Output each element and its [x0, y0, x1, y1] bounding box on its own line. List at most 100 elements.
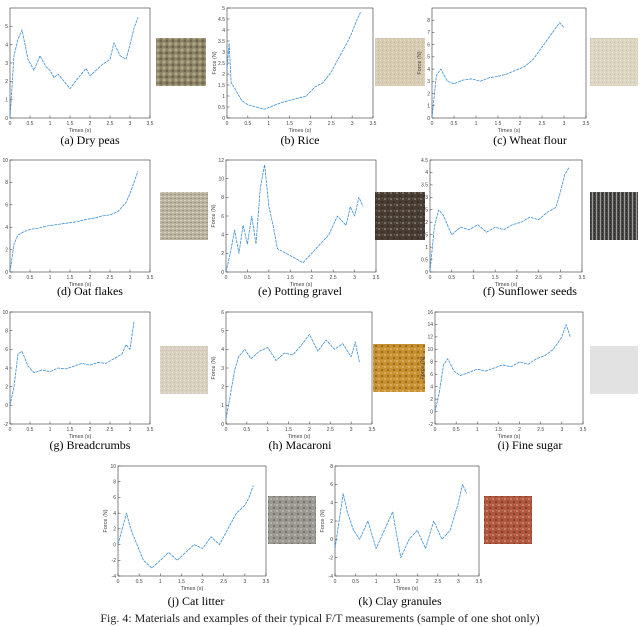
x-tick-label: 1.5 [67, 427, 74, 433]
force-series-line [431, 22, 565, 119]
y-tick-label: 14 [427, 322, 433, 328]
y-axis-label: Force (N) [211, 204, 217, 227]
subplot-0: 0 0.5 1 1.5 2 2.5 3 3.5 0 1 2 3 4 5 Times (s) Force (N) [0, 7, 206, 134]
y-tick-label: 3 [221, 366, 224, 372]
x-axis-label: Times (s) [69, 128, 92, 134]
y-tick-label: 1 [427, 104, 430, 110]
material-swatch-image [373, 344, 425, 392]
y-tick-label: 1 [221, 403, 224, 409]
x-tick-label: 1.5 [495, 427, 502, 433]
x-tick-label: 0 [334, 579, 337, 585]
y-tick-label: 3 [427, 79, 430, 85]
y-tick-label: 6 [427, 42, 430, 48]
x-tick-label: 1 [49, 275, 52, 281]
y-tick-label: 0 [427, 116, 430, 122]
x-tick-label: 2 [416, 579, 419, 585]
y-axis-label: Force (N) [320, 509, 326, 532]
x-tick-label: 1.5 [393, 579, 400, 585]
x-tick-label: 2.5 [220, 579, 227, 585]
y-tick-label: 0 [221, 422, 224, 428]
subplot-caption: (e) Potting gravel [258, 284, 342, 298]
y-axis-label: Force (N) [420, 356, 426, 379]
x-tick-label: 3.5 [476, 579, 483, 585]
y-tick-label: 3 [425, 195, 428, 201]
x-tick-label: 2 [89, 121, 92, 127]
material-swatch-image [590, 192, 638, 240]
y-tick-label: 4 [221, 347, 224, 353]
x-tick-label: 1.5 [285, 427, 292, 433]
x-tick-label: 2 [201, 579, 204, 585]
y-tick-label: 0 [330, 537, 333, 543]
x-tick-label: 3 [563, 121, 566, 127]
x-tick-label: 1 [266, 427, 269, 433]
y-tick-label: 4 [222, 28, 225, 34]
x-tick-label: 2.5 [107, 427, 114, 433]
x-axis-label: Times (s) [69, 282, 92, 288]
x-tick-label: 3.5 [147, 121, 154, 127]
force-series-line [9, 17, 139, 119]
y-tick-label: 2 [425, 220, 428, 226]
x-tick-label: 3.5 [579, 275, 586, 281]
x-tick-label: 2.5 [539, 121, 546, 127]
x-tick-label: 0 [9, 121, 12, 127]
y-tick-label: 10 [2, 310, 8, 316]
y-tick-label: 8 [5, 180, 8, 186]
plot-frame [9, 159, 151, 273]
material-swatch-image [156, 38, 206, 86]
y-tick-label: 6 [430, 372, 433, 378]
y-tick-label: 1.5 [218, 83, 225, 89]
y-tick-label: 2 [5, 384, 8, 390]
subplot-caption: (i) Fine sugar [497, 438, 563, 452]
force-series-line [429, 167, 570, 273]
x-tick-label: 1 [375, 579, 378, 585]
y-tick-label: 0 [113, 542, 116, 548]
y-tick-label: 4.5 [218, 17, 225, 23]
x-tick-label: 2.5 [327, 427, 334, 433]
y-tick-label: 6 [113, 495, 116, 501]
subplot-10: 0 0.5 1 1.5 2 2.5 3 3.5 -4 -2 0 2 4 6 8 Times (s) Force … [320, 464, 532, 592]
x-tick-label: 1 [267, 275, 270, 281]
plot-frame [225, 159, 377, 273]
y-axis-label: Force (N) [415, 204, 421, 227]
y-tick-label: 10 [427, 347, 433, 353]
x-tick-label: 3 [243, 579, 246, 585]
y-axis-label: Force (N) [0, 356, 1, 379]
y-tick-label: 4 [425, 170, 428, 176]
y-tick-label: 0 [5, 116, 8, 122]
x-tick-label: 0.5 [27, 275, 34, 281]
x-tick-label: 2.5 [434, 579, 441, 585]
y-tick-label: 0 [5, 403, 8, 409]
y-tick-label: 2 [5, 247, 8, 253]
x-tick-label: 0 [9, 427, 12, 433]
y-tick-label: 5 [222, 6, 225, 12]
y-tick-label: 5 [427, 55, 430, 61]
x-tick-label: 2.5 [537, 427, 544, 433]
y-tick-label: 2 [113, 527, 116, 533]
x-axis-label: Times (s) [288, 434, 311, 440]
y-tick-label: 10 [110, 464, 116, 470]
material-swatch-image [268, 496, 316, 544]
figure-caption: Fig. 4: Materials and examples of their … [100, 611, 540, 625]
x-tick-label: 2 [519, 121, 522, 127]
y-tick-label: 16 [427, 310, 433, 316]
subplot-9: 0 0.5 1 1.5 2 2.5 3 3.5 -4 -2 0 2 4 6 8 10 Times (s) Forc… [103, 464, 316, 592]
force-series-line [9, 321, 135, 406]
x-tick-label: 0.5 [451, 121, 458, 127]
x-axis-label: Times (s) [69, 434, 92, 440]
subplot-2: 0 0.5 1 1.5 2 2.5 3 3.5 0 1 2 3 4 5 6 7 8 Times (s) Force … [417, 7, 638, 134]
y-tick-label: 2 [221, 384, 224, 390]
y-tick-label: 3 [5, 61, 8, 67]
y-axis-label: Force (N) [211, 356, 217, 379]
y-tick-label: -2 [4, 422, 9, 428]
x-tick-label: 0.5 [448, 275, 455, 281]
y-tick-label: 12 [218, 158, 224, 164]
x-tick-label: 3 [457, 579, 460, 585]
material-swatch-image [590, 38, 638, 86]
y-tick-label: 8 [430, 360, 433, 366]
x-tick-label: 0 [226, 121, 229, 127]
x-tick-label: 0 [429, 275, 432, 281]
y-tick-label: -2 [329, 555, 334, 561]
material-swatch-image [484, 496, 532, 544]
